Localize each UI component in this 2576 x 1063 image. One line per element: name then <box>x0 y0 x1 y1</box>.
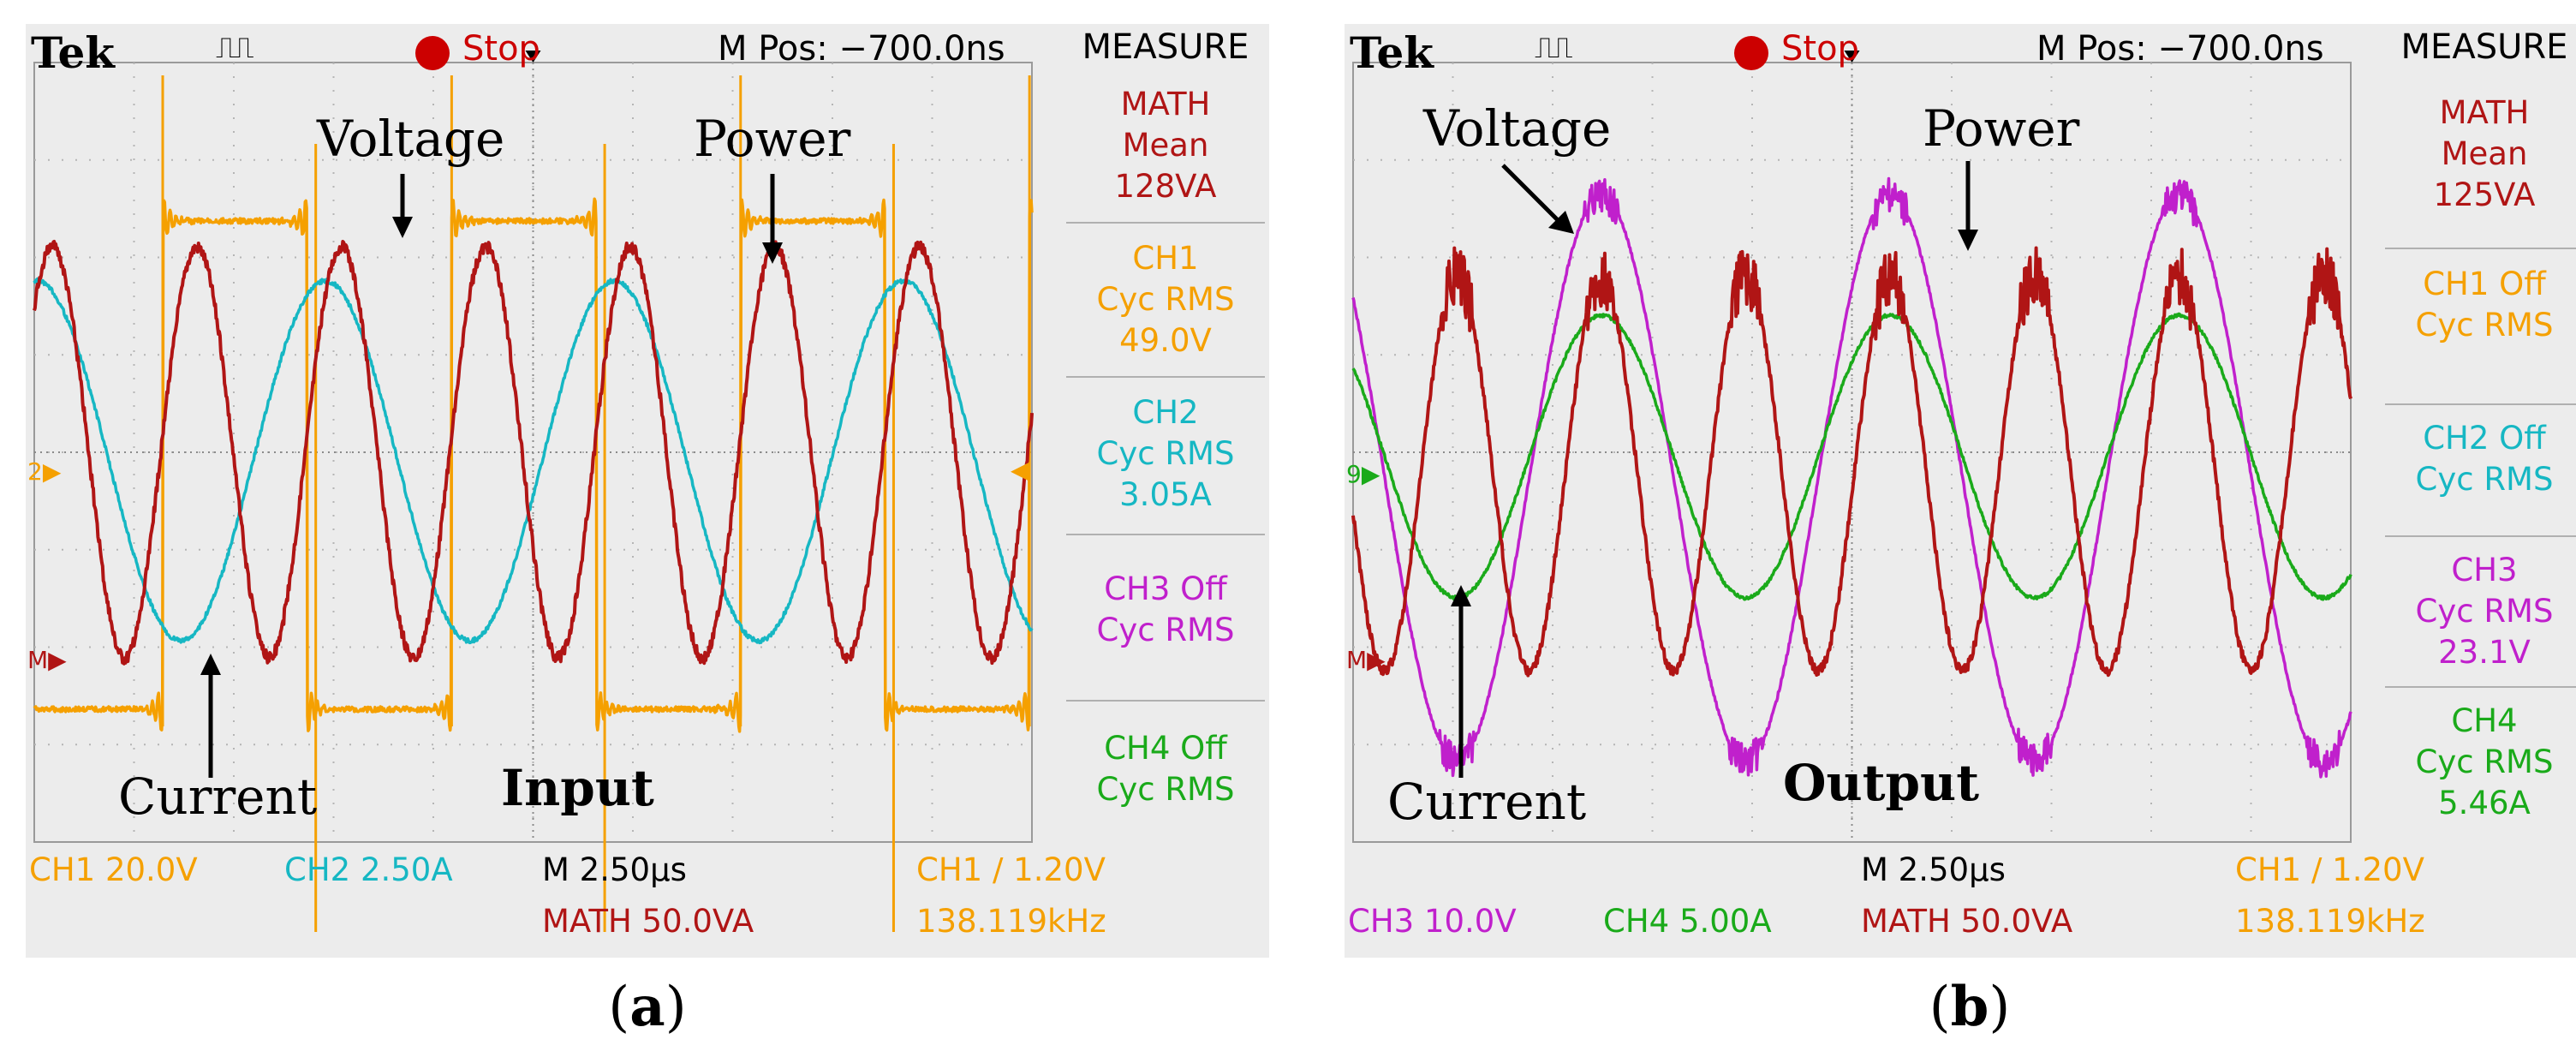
measure-item: CH1 Off Cyc RMS <box>2381 264 2576 346</box>
measure-line: CH3 <box>2451 552 2518 588</box>
measure-line: 128VA <box>1114 168 1217 205</box>
measure-line: CH3 Off <box>1104 570 1227 607</box>
power-trace <box>33 240 1034 666</box>
trigger-level-marker: ◀ <box>1011 456 1029 484</box>
voltage-arrow-head <box>392 217 413 238</box>
measure-line: MATH <box>1120 86 1211 122</box>
graticule <box>33 51 1033 843</box>
measure-line: Cyc RMS <box>2415 307 2554 343</box>
measure-line: Cyc RMS <box>1096 281 1235 318</box>
ch1-marker: 2▶ <box>27 457 62 486</box>
timebase-readout: M 2.50µs <box>1861 851 2006 888</box>
caption-b: (b) <box>1929 975 2011 1039</box>
graticule <box>1352 51 2352 843</box>
math-scale: MATH 50.0VA <box>1861 903 2073 940</box>
caption-letter: b <box>1950 975 1989 1039</box>
current-arrow-head <box>1451 585 1471 606</box>
measure-line: CH4 <box>2451 702 2518 739</box>
power-label: Power <box>1923 99 2080 158</box>
trigger-position-icon <box>525 51 541 63</box>
voltage-trace <box>33 197 1034 733</box>
waveform-area-a: 2▶ M▶ ◀ <box>27 51 1265 932</box>
math-scale: MATH 50.0VA <box>542 903 754 940</box>
measure-title: MEASURE <box>2400 27 2568 67</box>
voltage-label: Voltage <box>1423 99 1612 158</box>
measure-item: CH2 Cyc RMS 3.05A <box>1062 392 1269 516</box>
measure-line: CH2 <box>1132 394 1199 431</box>
stop-indicator-icon <box>415 36 450 70</box>
measure-line: CH2 Off <box>2423 420 2546 457</box>
measure-line: 125VA <box>2433 176 2536 213</box>
voltage-arrow <box>1501 164 1560 223</box>
m-pos-readout: M Pos: −700.0ns <box>2036 29 2324 69</box>
measure-item: CH3 Cyc RMS 23.1V <box>2381 550 2576 673</box>
brand-logo-b: Tek <box>1350 27 1434 78</box>
measure-item: CH2 Off Cyc RMS <box>2381 418 2576 500</box>
measure-line: CH1 <box>1132 240 1199 277</box>
trigger-frequency: 138.119kHz <box>2235 903 2425 940</box>
scope-screen-a: 2▶ M▶ ◀ Tek ⎍⎍ Stop M Pos: −700.0ns MEASUR… <box>26 24 1269 958</box>
waveform-area-b: 9▶ M▶ <box>1346 51 2576 843</box>
measure-line: Cyc RMS <box>1096 771 1235 808</box>
caption-letter: a <box>629 975 665 1039</box>
measure-line: 49.0V <box>1119 322 1212 359</box>
measure-line: Mean <box>2441 135 2528 172</box>
brand-logo-a: Tek <box>31 27 115 78</box>
power-arrow-head <box>762 242 783 264</box>
measure-title: MEASURE <box>1082 27 1249 67</box>
acquisition-status: Stop <box>1781 29 1859 69</box>
power-arrow-head <box>1958 230 1978 251</box>
measure-line: Cyc RMS <box>2415 593 2554 630</box>
measure-item: MATH Mean 128VA <box>1062 84 1269 207</box>
measure-line: Cyc RMS <box>1096 612 1235 648</box>
measure-line: CH4 Off <box>1104 730 1227 767</box>
measure-item: CH1 Cyc RMS 49.0V <box>1062 238 1269 361</box>
ch-scale-b: CH4 5.00A <box>1603 903 1772 940</box>
trigger-wave-icon: ⎍⎍ <box>1535 31 1573 65</box>
trigger-position-icon <box>1844 51 1860 63</box>
power-label: Power <box>694 110 851 168</box>
current-trace <box>33 277 1034 645</box>
measure-line: Mean <box>1122 127 1209 164</box>
current-label: Current <box>118 767 318 826</box>
acquisition-status: Stop <box>462 29 540 69</box>
measure-line: Cyc RMS <box>2415 461 2554 498</box>
panel-label: Output <box>1783 754 1979 812</box>
trigger-level: CH1 ∕ 1.20V <box>916 851 1106 888</box>
voltage-trace <box>1351 176 2352 779</box>
measure-line: 23.1V <box>2438 634 2531 671</box>
scope-screen-b: 9▶ M▶ Tek ⎍⎍ Stop M Pos: −700.0ns MEASURE… <box>1345 24 2576 958</box>
measure-line: CH1 Off <box>2423 266 2546 302</box>
caption-a: (a) <box>608 975 687 1039</box>
measure-item: CH4 Off Cyc RMS <box>1062 728 1269 810</box>
measure-line: 5.46A <box>2438 785 2531 821</box>
math-marker: M▶ <box>27 646 67 674</box>
ch-scale-a: CH1 20.0V <box>29 851 198 888</box>
measure-item: CH4 Cyc RMS 5.46A <box>2381 701 2576 824</box>
measure-line: MATH <box>2439 94 2530 131</box>
voltage-arrow-head <box>1548 211 1574 234</box>
timebase-readout: M 2.50µs <box>542 851 687 888</box>
ch-scale-b: CH2 2.50A <box>284 851 453 888</box>
voltage-label: Voltage <box>317 110 505 168</box>
stop-indicator-icon <box>1734 36 1768 70</box>
current-arrow-head <box>200 654 221 675</box>
measure-line: Cyc RMS <box>2415 744 2554 780</box>
ch4-marker: 9▶ <box>1346 460 1380 488</box>
current-trace <box>1351 312 2352 601</box>
m-pos-readout: M Pos: −700.0ns <box>718 29 1005 69</box>
trigger-frequency: 138.119kHz <box>916 903 1106 940</box>
math-marker: M▶ <box>1346 646 1386 674</box>
panel-label: Input <box>501 759 654 817</box>
current-label: Current <box>1387 773 1587 831</box>
ch-scale-a: CH3 10.0V <box>1348 903 1517 940</box>
measure-line: Cyc RMS <box>1096 435 1235 472</box>
power-trace <box>1351 246 2352 678</box>
trigger-level: CH1 ∕ 1.20V <box>2235 851 2424 888</box>
measure-item: MATH Mean 125VA <box>2381 93 2576 216</box>
measure-item: CH3 Off Cyc RMS <box>1062 569 1269 651</box>
trigger-wave-icon: ⎍⎍ <box>216 31 254 65</box>
measure-line: 3.05A <box>1119 476 1212 513</box>
